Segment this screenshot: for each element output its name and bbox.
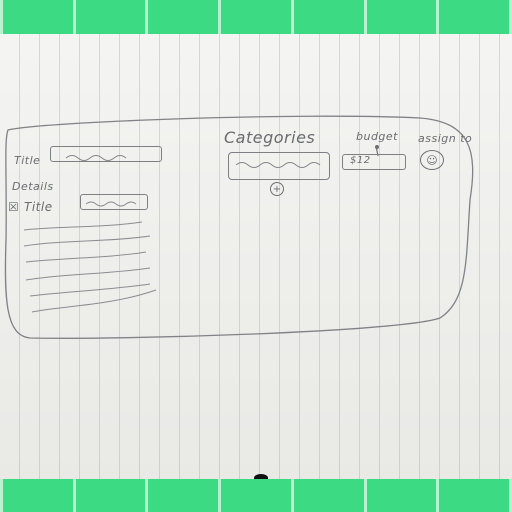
title-label: Title	[14, 154, 41, 167]
details-label: Details	[12, 180, 54, 193]
budget-value: $12	[350, 155, 371, 166]
budget-label: budget	[356, 130, 398, 143]
add-category-button[interactable]: +	[270, 182, 284, 196]
subtask-title-input[interactable]	[80, 194, 148, 210]
budget-input[interactable]	[342, 154, 406, 170]
assign-to-label: assign to	[418, 132, 473, 145]
categories-label: Categories	[224, 128, 316, 147]
bottom-frame-band	[0, 479, 512, 512]
title-input[interactable]	[50, 146, 162, 162]
assignee-avatar-button[interactable]: ☺	[420, 150, 444, 170]
user-icon: ☺	[426, 153, 438, 167]
plus-icon: +	[272, 183, 282, 195]
top-frame-band	[0, 0, 512, 34]
pen-tip	[254, 474, 268, 482]
subtask-checkbox[interactable]: ☒	[8, 200, 20, 214]
subtask-title-label: Title	[24, 200, 53, 214]
notebook-paper	[0, 34, 512, 479]
category-input[interactable]	[228, 152, 330, 180]
